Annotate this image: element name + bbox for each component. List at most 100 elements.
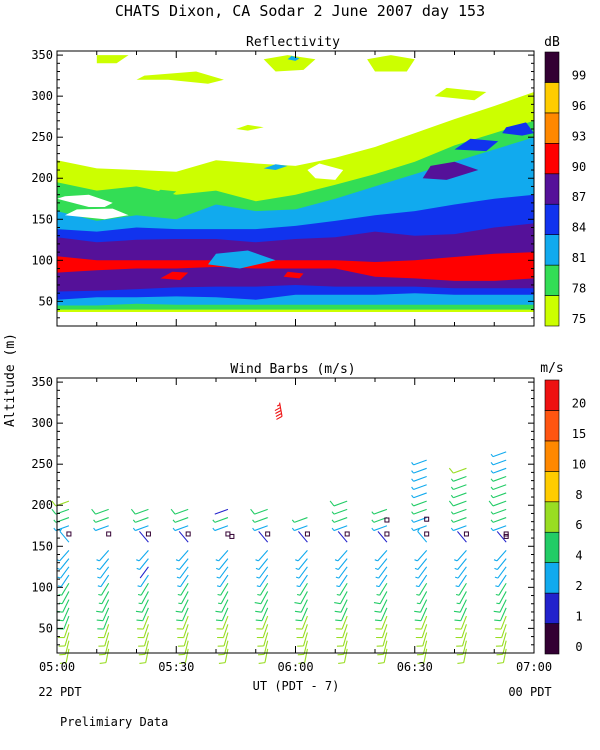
reflectivity-patch-9 bbox=[422, 161, 479, 180]
wind-barb bbox=[176, 615, 189, 630]
wind-barb bbox=[337, 531, 348, 543]
wind-barb bbox=[136, 607, 149, 622]
wind-barb-calm bbox=[384, 531, 390, 537]
wind-barb bbox=[455, 582, 467, 596]
wind-barb bbox=[215, 599, 229, 613]
reflectivity-patch-7 bbox=[152, 189, 177, 198]
wind-barb bbox=[291, 517, 308, 523]
wind-barb-calm bbox=[106, 531, 112, 537]
wind-title: Wind Barbs (m/s) bbox=[230, 362, 355, 377]
figure-title: CHATS Dixon, CA Sodar 2 June 2007 day 15… bbox=[115, 2, 485, 20]
wind-barb bbox=[252, 517, 268, 523]
wind-colorbar-label: 1 bbox=[575, 610, 582, 624]
wind-barb bbox=[296, 615, 308, 630]
wind-barb bbox=[411, 492, 427, 499]
wind-barb bbox=[416, 640, 428, 656]
wind-barb bbox=[255, 607, 269, 622]
wind-colorbar-label: 8 bbox=[575, 488, 582, 502]
wind-barb bbox=[450, 508, 467, 515]
wind-colorbar-swatch bbox=[544, 531, 560, 563]
wind-colorbar: 0 1 2 4 6 8 10 15 20 bbox=[544, 379, 586, 655]
reflectivity-patch-3 bbox=[367, 55, 415, 72]
wind-barb bbox=[411, 500, 427, 507]
wind-barb bbox=[377, 648, 388, 664]
wind-barb bbox=[415, 615, 428, 630]
wind-barb bbox=[98, 640, 110, 656]
wind-barb bbox=[257, 632, 269, 647]
reflectivity-colorbar-swatch bbox=[544, 234, 560, 266]
wind-barb bbox=[297, 632, 308, 647]
wind-barb bbox=[250, 508, 268, 515]
wind-barb bbox=[375, 615, 388, 630]
reflectivity-patch-13 bbox=[283, 271, 304, 279]
wind-barb bbox=[294, 591, 308, 605]
wind-barb bbox=[98, 632, 110, 647]
wind-barb bbox=[411, 484, 427, 491]
wind-barb bbox=[59, 648, 70, 664]
wind-barb bbox=[298, 648, 308, 664]
wind-barb bbox=[258, 648, 269, 664]
wind-barb bbox=[256, 615, 269, 630]
wind-barb bbox=[218, 648, 229, 664]
reflectivity-colorbar-swatch bbox=[544, 264, 560, 296]
wind-barb bbox=[93, 517, 109, 523]
x-tick-label: 05:30 bbox=[158, 660, 194, 674]
wind-barb bbox=[376, 582, 388, 596]
wind-colorbar-label: 15 bbox=[572, 427, 586, 441]
wind-barb bbox=[335, 615, 348, 630]
wind-barb-calm bbox=[503, 533, 509, 539]
wind-barb bbox=[496, 640, 507, 656]
wind-barb-calm bbox=[66, 531, 72, 537]
wind-barb bbox=[175, 599, 189, 613]
y-tick-label: 100 bbox=[31, 253, 53, 267]
wind-barb bbox=[217, 591, 229, 605]
wind-barb bbox=[493, 599, 507, 613]
wind-barb bbox=[457, 531, 467, 543]
wind-barb bbox=[495, 582, 507, 596]
wind-barb bbox=[494, 566, 507, 579]
wind-barb bbox=[137, 582, 149, 596]
wind-barb bbox=[138, 640, 149, 656]
wind-barb bbox=[217, 624, 229, 639]
wind-colorbar-title: m/s bbox=[540, 361, 563, 376]
reflectivity-colorbar-swatch bbox=[544, 112, 560, 144]
x-tick-label: 07:00 bbox=[516, 660, 552, 674]
wind-barb bbox=[51, 508, 70, 515]
wind-barb bbox=[495, 574, 507, 588]
wind-barb bbox=[490, 475, 507, 482]
wind-barb bbox=[454, 566, 467, 579]
wind-barb bbox=[455, 574, 467, 588]
wind-barb bbox=[334, 591, 348, 605]
wind-barb bbox=[53, 517, 70, 523]
wind-barb bbox=[179, 648, 189, 664]
wind-barb bbox=[139, 531, 149, 543]
wind-barb bbox=[296, 624, 308, 639]
wind-barb bbox=[56, 607, 70, 622]
wind-barb bbox=[450, 475, 467, 482]
wind-barb bbox=[136, 550, 149, 562]
wind-barb bbox=[337, 640, 348, 656]
wind-barb bbox=[490, 525, 507, 532]
wind-colorbar-label: 10 bbox=[572, 457, 586, 471]
reflectivity-patch-6 bbox=[287, 55, 300, 61]
reflectivity-colorbar-swatch bbox=[544, 295, 560, 327]
wind-barb bbox=[215, 550, 229, 562]
wind-barb bbox=[295, 550, 308, 562]
reflectivity-patch-10 bbox=[454, 138, 499, 152]
wind-barb bbox=[137, 574, 149, 588]
wind-barb bbox=[298, 531, 308, 543]
wind-barb bbox=[450, 484, 467, 491]
wind-barb bbox=[490, 451, 507, 458]
reflectivity-gap-1 bbox=[65, 208, 129, 220]
reflectivity-gap-0 bbox=[57, 194, 113, 207]
wind-barb bbox=[176, 558, 189, 571]
wind-barb bbox=[274, 402, 283, 420]
wind-barb bbox=[490, 467, 507, 474]
wind-barb bbox=[255, 550, 269, 562]
y-tick-label: 100 bbox=[31, 580, 53, 594]
reflectivity-patch-2 bbox=[263, 55, 316, 72]
wind-barb bbox=[216, 566, 229, 579]
wind-barb bbox=[58, 582, 70, 596]
wind-barb bbox=[335, 558, 348, 571]
wind-barb bbox=[488, 500, 507, 507]
